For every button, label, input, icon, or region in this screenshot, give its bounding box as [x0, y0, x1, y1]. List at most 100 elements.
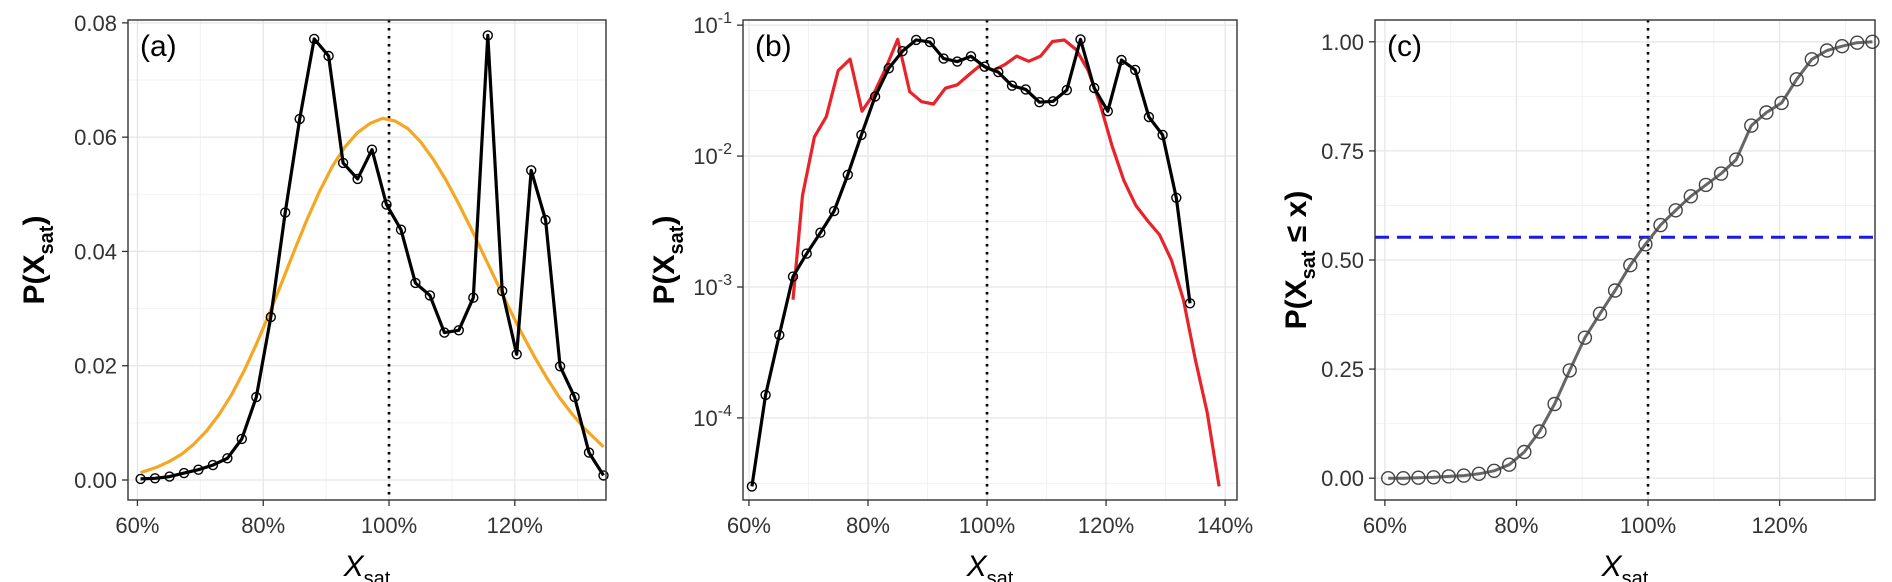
- x-axis-title-main: X: [343, 550, 365, 582]
- data-point: [842, 169, 853, 181]
- data-point: [1789, 72, 1804, 87]
- data-point: [222, 453, 233, 464]
- x-axis-title-main: X: [1601, 550, 1623, 582]
- y-tick-label: 0.04: [74, 239, 117, 264]
- data-point: [979, 61, 990, 72]
- x-tick-label: 120%: [1078, 513, 1134, 538]
- y-tick-label: 10-4: [693, 403, 732, 431]
- series-line: [750, 37, 1192, 487]
- data-point: [1047, 96, 1059, 107]
- data-point: [1116, 54, 1127, 66]
- series-0: [746, 34, 1196, 492]
- y-tick-label: 10-3: [693, 272, 732, 300]
- data-point: [337, 157, 349, 169]
- y-tick-label: 10-1: [693, 10, 732, 38]
- y-tick-exponent: -3: [718, 272, 732, 289]
- data-point: [554, 361, 566, 372]
- x-tick-label: 60%: [727, 513, 771, 538]
- data-point: [1441, 469, 1456, 484]
- data-point: [1668, 203, 1683, 218]
- data-point: [1102, 105, 1114, 117]
- data-point: [938, 53, 949, 64]
- x-axis-title: Xsat: [1601, 550, 1649, 582]
- x-tick-label: 100%: [361, 513, 417, 538]
- data-point: [1411, 470, 1426, 485]
- y-axis-title-suffix: ): [18, 216, 51, 226]
- data-point: [453, 325, 464, 336]
- data-point: [1804, 52, 1820, 67]
- y-tick-label: 0.50: [1321, 248, 1364, 273]
- y-axis-title-subscript: sat: [1298, 250, 1320, 279]
- y-tick-label: 10-2: [693, 141, 732, 169]
- data-point: [381, 199, 392, 210]
- data-point: [280, 207, 291, 218]
- y-tick-exponent: -2: [718, 141, 732, 158]
- x-tick-label: 60%: [1363, 513, 1407, 538]
- series-line: [140, 33, 605, 481]
- data-point: [760, 389, 771, 401]
- data-point: [1471, 466, 1487, 481]
- y-axis-title-main: P(X: [18, 254, 51, 304]
- y-tick-label: 0.08: [74, 11, 117, 36]
- plot-area: [128, 20, 606, 500]
- x-axis-title-subscript: sat: [1622, 568, 1649, 582]
- series-line: [1388, 40, 1873, 480]
- y-tick-label: 0.25: [1321, 357, 1364, 382]
- data-point: [511, 349, 522, 360]
- data-point: [1020, 84, 1031, 95]
- data-point: [1562, 363, 1577, 378]
- data-point: [952, 56, 963, 67]
- series-line: [140, 116, 605, 475]
- data-point: [583, 447, 595, 458]
- data-point: [801, 248, 812, 259]
- data-point: [1061, 84, 1073, 96]
- data-point: [1088, 82, 1100, 94]
- data-point: [1865, 34, 1880, 49]
- y-axis-title-main: P(X: [1280, 279, 1313, 329]
- data-point: [294, 113, 305, 125]
- data-point: [164, 471, 175, 482]
- y-axis-title: P(Xsat): [648, 216, 688, 305]
- panel-label: (c): [1387, 30, 1422, 63]
- y-axis-title-suffix: ≤ x): [1280, 191, 1313, 251]
- data-point: [1728, 152, 1744, 167]
- data-point: [1517, 444, 1532, 460]
- series-1: [140, 116, 605, 475]
- data-point: [1184, 298, 1196, 309]
- data-point: [482, 30, 493, 41]
- minor-grid: [743, 20, 1237, 500]
- y-tick-label: 0.06: [74, 125, 117, 150]
- panel-border: [1374, 19, 1876, 501]
- data-point: [1547, 396, 1562, 412]
- data-point: [236, 433, 248, 445]
- data-point: [883, 63, 894, 74]
- y-axis-title: P(Xsat ≤ x): [1280, 191, 1320, 330]
- data-point: [1157, 129, 1168, 141]
- x-tick-label: 140%: [1197, 513, 1253, 538]
- y-axis-title: P(Xsat): [18, 216, 58, 305]
- data-point: [828, 205, 840, 217]
- data-point: [787, 271, 799, 282]
- y-axis-title-main: P(X: [648, 254, 681, 304]
- x-axis-title-subscript: sat: [987, 568, 1014, 582]
- data-point: [1532, 424, 1547, 439]
- x-axis-title: Xsat: [966, 550, 1014, 582]
- data-point: [897, 46, 908, 57]
- data-point: [135, 473, 146, 485]
- y-axis-title-subscript: sat: [36, 225, 58, 254]
- x-tick-label: 80%: [1494, 513, 1538, 538]
- data-point: [149, 473, 161, 484]
- data-point: [774, 329, 785, 341]
- y-tick-label: 1.00: [1321, 30, 1364, 55]
- data-point: [1653, 217, 1668, 233]
- major-grid: [1375, 20, 1875, 500]
- data-point: [251, 391, 262, 403]
- data-point: [1577, 330, 1593, 345]
- x-tick-label: 60%: [115, 513, 159, 538]
- data-point: [924, 36, 936, 48]
- data-point: [323, 50, 334, 62]
- data-point: [366, 144, 378, 155]
- data-point: [965, 51, 977, 62]
- data-point: [540, 214, 551, 226]
